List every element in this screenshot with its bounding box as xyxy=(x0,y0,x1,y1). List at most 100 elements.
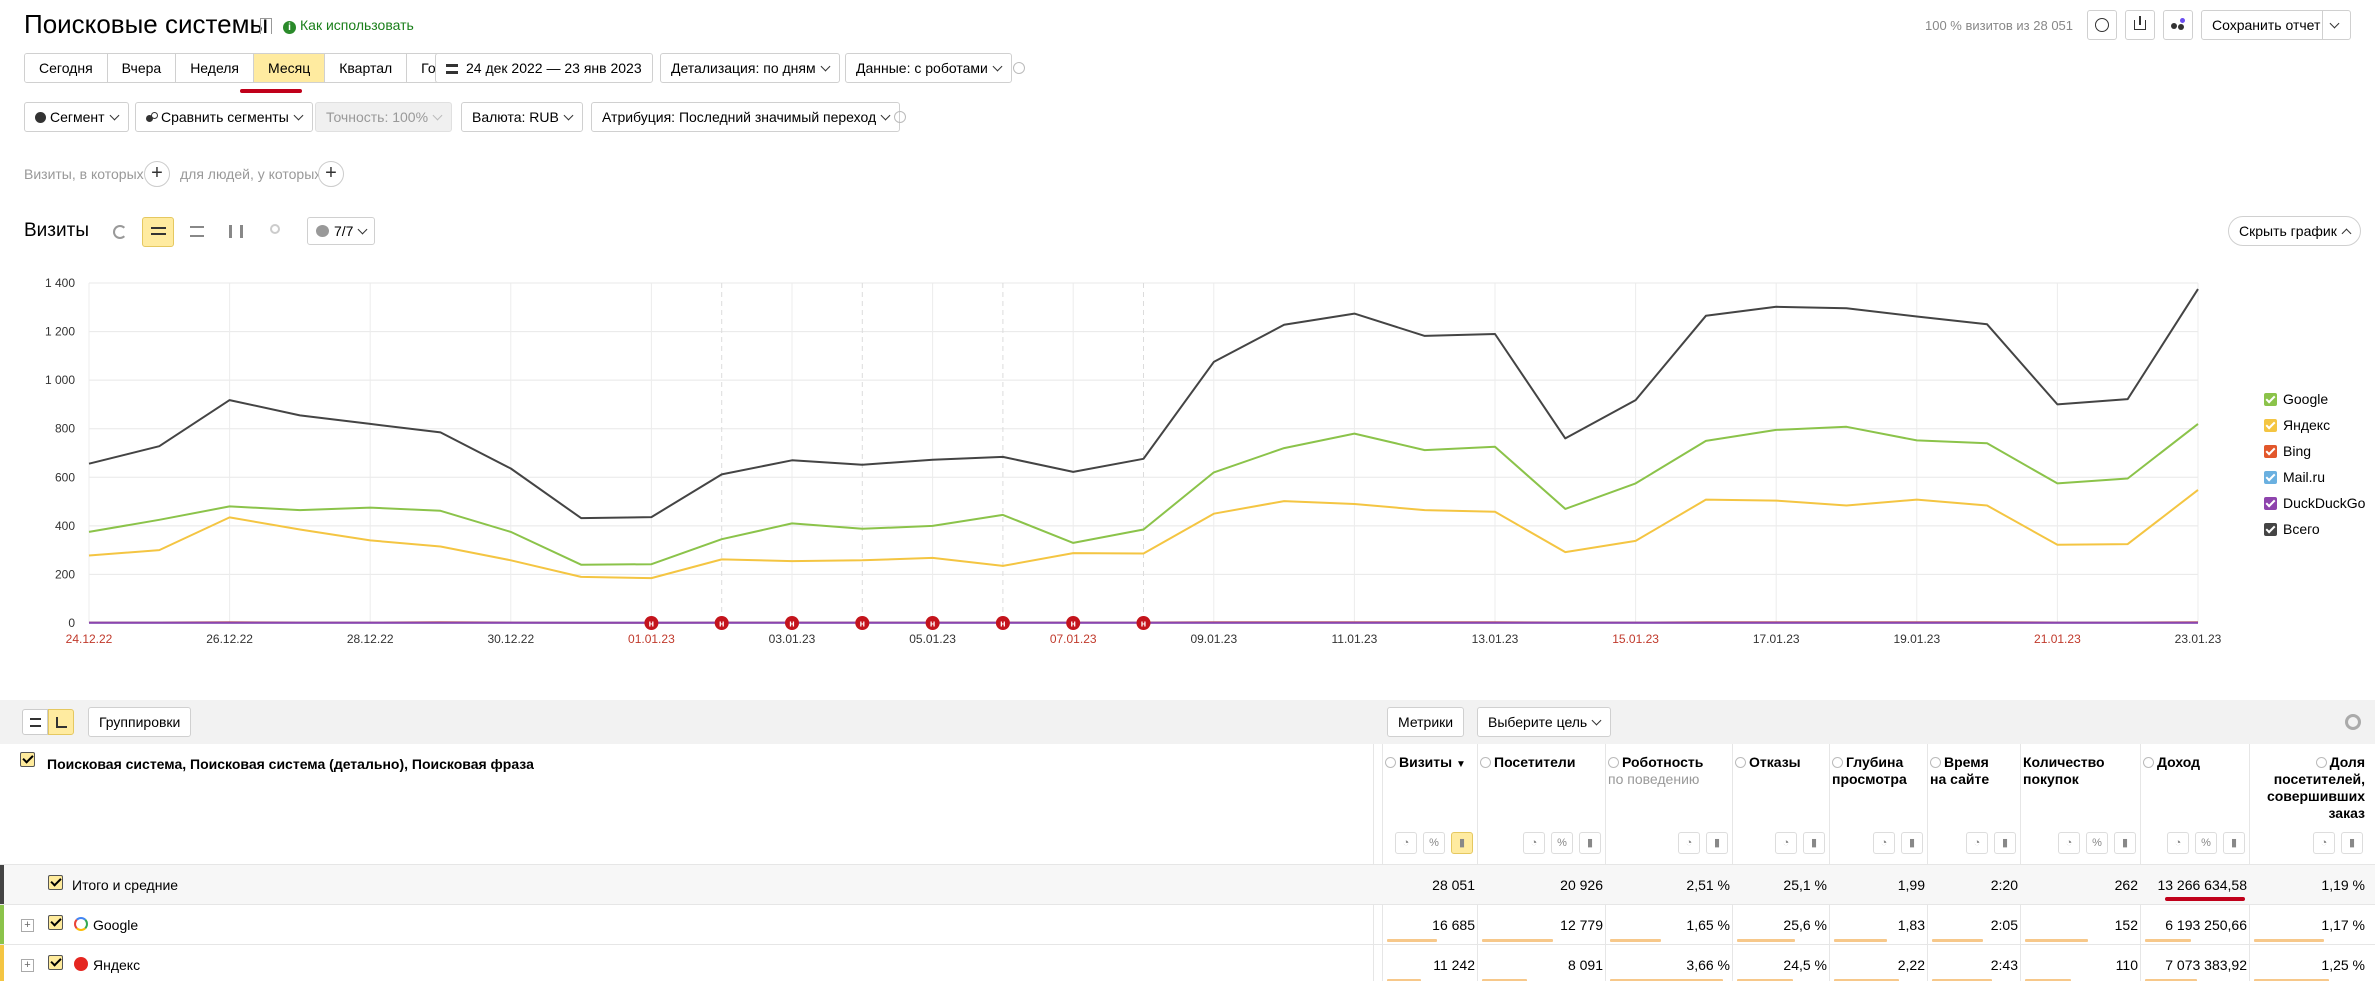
column-header[interactable]: Доход xyxy=(2143,754,2247,771)
legend-checkbox[interactable] xyxy=(2264,392,2277,406)
expand-row-button[interactable]: + xyxy=(21,959,34,972)
table-row[interactable]: + Google 16 685 12 779 1,65 % 25,6 % 1,83 2:05 1… xyxy=(0,904,2375,945)
percent-icon[interactable]: % xyxy=(1551,832,1573,854)
column-header[interactable]: Роботность по поведению xyxy=(1608,754,1730,788)
accuracy-dropdown[interactable]: Точность: 100% xyxy=(315,102,453,132)
percent-icon[interactable]: % xyxy=(1423,832,1445,854)
sort-desc-icon[interactable]: ▼ xyxy=(1456,759,1466,770)
legend-item[interactable]: Bing xyxy=(2264,443,2311,459)
holiday-marker[interactable] xyxy=(785,616,799,630)
help-icon[interactable] xyxy=(2143,757,2154,768)
period-week[interactable]: Неделя xyxy=(176,54,255,82)
holiday-marker[interactable] xyxy=(644,616,659,630)
help-icon[interactable] xyxy=(1832,757,1843,768)
row-checkbox[interactable] xyxy=(48,915,63,930)
bar-icon[interactable]: ▮ xyxy=(1706,832,1728,854)
pie-icon[interactable]: ◔ xyxy=(2313,832,2335,854)
how-to-use-link[interactable]: i Как использовать xyxy=(283,17,414,34)
attribution-dropdown[interactable]: Атрибуция: Последний значимый переход xyxy=(591,102,901,132)
holiday-marker[interactable] xyxy=(855,616,870,630)
alice-button[interactable] xyxy=(2163,10,2193,40)
export-button[interactable] xyxy=(2125,10,2155,40)
compare-segments-dropdown[interactable]: Сравнить сегменты xyxy=(135,102,313,132)
legend-item[interactable]: Яндекс xyxy=(2264,417,2330,433)
metrics-button[interactable]: Метрики xyxy=(1387,707,1465,737)
pie-icon[interactable]: ◔ xyxy=(1966,832,1988,854)
bar-icon[interactable]: ▮ xyxy=(1579,832,1601,854)
currency-dropdown[interactable]: Валюта: RUB xyxy=(461,102,583,132)
holiday-marker[interactable] xyxy=(1066,616,1081,630)
pie-icon[interactable]: ◔ xyxy=(1395,832,1417,854)
chart-type-map-button[interactable] xyxy=(264,221,286,243)
goal-dropdown[interactable]: Выберите цель xyxy=(1477,707,1612,737)
legend-item[interactable]: DuckDuckGo xyxy=(2264,495,2365,511)
legend-checkbox[interactable] xyxy=(2264,418,2277,432)
pie-icon[interactable]: ◔ xyxy=(1523,832,1545,854)
period-month[interactable]: Месяц xyxy=(254,54,326,82)
period-yesterday[interactable]: Вчера xyxy=(107,54,177,82)
holiday-marker[interactable] xyxy=(925,616,940,630)
robots-dropdown[interactable]: Данные: с роботами xyxy=(845,53,1012,83)
legend-checkbox[interactable] xyxy=(2264,470,2277,484)
help-icon[interactable] xyxy=(1385,757,1396,768)
help-icon[interactable] xyxy=(1930,757,1941,768)
help-icon[interactable] xyxy=(894,111,906,123)
bar-icon[interactable]: ▮ xyxy=(1451,832,1473,854)
view-flat-button[interactable] xyxy=(22,709,48,735)
row-name[interactable]: Яндекс xyxy=(93,957,141,973)
segment-dropdown[interactable]: Сегмент xyxy=(24,102,129,132)
legend-checkbox[interactable] xyxy=(2264,444,2277,458)
column-header[interactable]: Количество покупок xyxy=(2023,754,2138,788)
percent-icon[interactable]: % xyxy=(2086,832,2108,854)
table-row[interactable]: + Яндекс 11 242 8 091 3,66 % 24,5 % 2,22 2:43 11… xyxy=(0,944,2375,981)
chart-type-area-button[interactable] xyxy=(186,221,208,243)
row-name[interactable]: Google xyxy=(93,917,139,933)
gear-icon[interactable] xyxy=(2345,714,2361,730)
add-people-condition-button[interactable]: + xyxy=(318,161,344,187)
column-header[interactable]: Отказы xyxy=(1735,754,1827,771)
column-header[interactable]: Доля посетителей, совершивших заказ xyxy=(2252,754,2365,822)
hide-chart-button[interactable]: Скрыть график xyxy=(2228,216,2361,246)
column-header[interactable]: Глубина просмотра xyxy=(1832,754,1925,788)
chart-type-pie-button[interactable] xyxy=(110,221,132,243)
legend-item[interactable]: Всего xyxy=(2264,521,2320,537)
bar-icon[interactable]: ▮ xyxy=(1803,832,1825,854)
period-quarter[interactable]: Квартал xyxy=(325,54,408,82)
help-icon[interactable] xyxy=(1608,757,1619,768)
expand-row-button[interactable]: + xyxy=(21,919,34,932)
history-button[interactable] xyxy=(2087,10,2117,40)
bar-icon[interactable]: ▮ xyxy=(1901,832,1923,854)
save-report-button[interactable]: Сохранить отчет xyxy=(2201,10,2351,40)
holiday-marker[interactable] xyxy=(714,616,729,630)
series-line-Google[interactable] xyxy=(88,423,2199,566)
help-icon[interactable] xyxy=(2315,757,2327,768)
period-today[interactable]: Сегодня xyxy=(25,54,108,82)
help-icon[interactable] xyxy=(1480,757,1491,768)
row-name[interactable]: Итого и средние xyxy=(72,877,179,893)
add-visit-condition-button[interactable]: + xyxy=(144,161,170,187)
detail-dropdown[interactable]: Детализация: по дням xyxy=(660,53,840,83)
pie-icon[interactable]: ◔ xyxy=(1678,832,1700,854)
dimension-header[interactable]: Поисковая система, Поисковая система (де… xyxy=(47,756,534,772)
percent-icon[interactable]: % xyxy=(2195,832,2217,854)
bookmark-icon[interactable] xyxy=(260,18,272,34)
chart-type-bar-button[interactable] xyxy=(225,221,247,243)
groupings-button[interactable]: Группировки xyxy=(88,707,192,737)
date-range-picker[interactable]: 24 дек 2022 — 23 янв 2023 xyxy=(435,53,653,83)
view-tree-button[interactable] xyxy=(48,709,74,735)
bar-icon[interactable]: ▮ xyxy=(2114,832,2136,854)
save-report-menu[interactable] xyxy=(2322,11,2350,39)
holiday-marker[interactable] xyxy=(1136,616,1151,630)
select-all-checkbox[interactable] xyxy=(20,752,35,767)
pie-icon[interactable]: ◔ xyxy=(2058,832,2080,854)
series-line-Всего[interactable] xyxy=(88,288,2199,520)
bar-icon[interactable]: ▮ xyxy=(2223,832,2245,854)
chart-type-line-button[interactable] xyxy=(142,217,174,247)
pie-icon[interactable]: ◔ xyxy=(1775,832,1797,854)
holiday-marker[interactable] xyxy=(995,616,1010,630)
column-header[interactable]: Время на сайте xyxy=(1930,754,2018,788)
help-icon[interactable] xyxy=(1013,62,1025,74)
legend-item[interactable]: Mail.ru xyxy=(2264,469,2325,485)
column-header[interactable]: Визиты ▼ xyxy=(1385,754,1475,773)
annotations-dropdown[interactable]: 7/7 xyxy=(307,217,376,245)
